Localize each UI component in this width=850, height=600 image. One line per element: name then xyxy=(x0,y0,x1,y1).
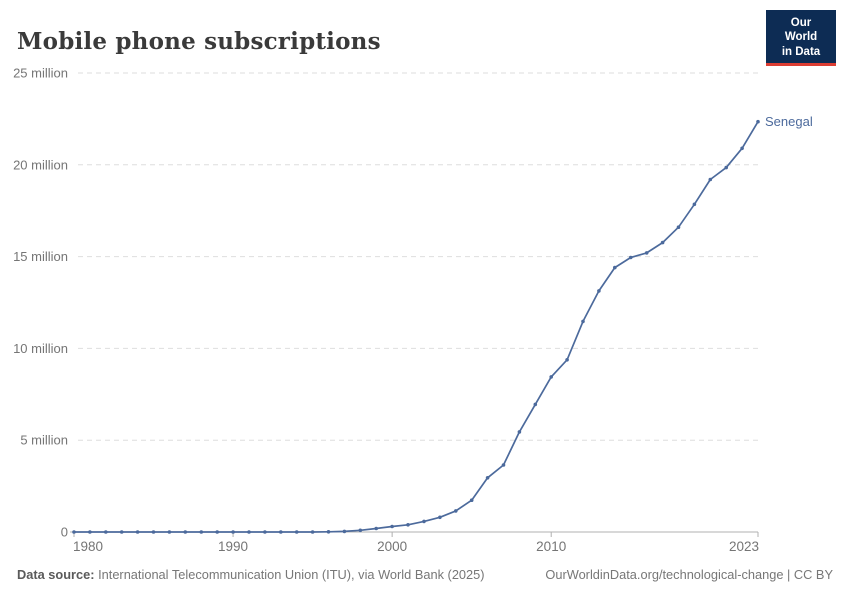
data-point xyxy=(644,251,649,255)
data-point xyxy=(72,530,76,534)
data-point xyxy=(756,119,760,124)
data-point xyxy=(676,225,681,229)
data-point xyxy=(660,240,665,245)
data-point xyxy=(724,165,728,170)
y-tick-label: 25 million xyxy=(13,66,68,81)
data-point xyxy=(708,177,713,182)
data-point xyxy=(740,146,744,151)
y-tick-label: 5 million xyxy=(20,433,68,448)
y-tick-label: 20 million xyxy=(13,157,68,172)
series-label-senegal: Senegal xyxy=(765,114,813,129)
data-point xyxy=(597,289,601,293)
x-tick-label: 1980 xyxy=(73,539,103,554)
owid-url-license[interactable]: OurWorldinData.org/technological-change … xyxy=(545,567,833,582)
owid-logo-line2: in Data xyxy=(781,45,821,58)
data-point xyxy=(390,524,394,529)
data-point xyxy=(104,530,108,534)
data-point xyxy=(565,358,569,362)
x-tick-label: 1990 xyxy=(218,539,248,554)
data-point xyxy=(581,319,585,324)
page-title: Mobile phone subscriptions xyxy=(17,28,381,56)
owid-logo[interactable]: Our World in Data xyxy=(766,10,836,67)
data-point xyxy=(135,530,140,534)
data-point xyxy=(422,519,426,524)
data-line-senegal xyxy=(73,120,759,533)
y-tick-label: 0 xyxy=(61,525,68,540)
data-point xyxy=(199,530,204,534)
data-point xyxy=(374,526,379,531)
data-point xyxy=(310,530,315,534)
owid-logo-line1: Our World xyxy=(784,17,818,44)
y-tick-label: 15 million xyxy=(13,249,68,264)
data-point xyxy=(326,530,331,534)
data-source-note: Data source: International Telecommunica… xyxy=(17,567,485,582)
data-point xyxy=(263,530,267,534)
data-point xyxy=(501,463,506,467)
data-point xyxy=(692,202,697,207)
data-point xyxy=(517,430,522,434)
data-source-label: Data source: xyxy=(17,567,95,582)
data-point xyxy=(151,530,156,534)
data-point xyxy=(215,530,219,534)
data-point xyxy=(167,530,172,534)
chart-footer: Data source: International Telecommunica… xyxy=(17,567,833,582)
x-tick-label: 2010 xyxy=(536,539,566,554)
y-tick-label: 10 million xyxy=(13,341,68,356)
data-point xyxy=(628,255,633,260)
data-point xyxy=(342,529,347,534)
data-point xyxy=(231,530,235,534)
data-point xyxy=(549,375,553,379)
data-point xyxy=(613,265,617,270)
data-point xyxy=(454,509,458,513)
data-point xyxy=(469,498,474,503)
data-point xyxy=(358,528,363,533)
data-point xyxy=(88,530,92,534)
x-tick-label: 2023 xyxy=(729,539,759,554)
data-point xyxy=(279,530,283,534)
data-source-text: International Telecommunication Union (I… xyxy=(94,567,485,582)
data-point xyxy=(438,515,442,520)
data-point xyxy=(247,530,251,534)
data-point xyxy=(119,530,124,534)
data-point xyxy=(533,402,538,407)
data-point xyxy=(406,523,410,527)
data-point xyxy=(485,476,490,480)
data-point xyxy=(183,530,188,534)
data-point xyxy=(294,530,299,534)
x-tick-label: 2000 xyxy=(377,539,407,554)
